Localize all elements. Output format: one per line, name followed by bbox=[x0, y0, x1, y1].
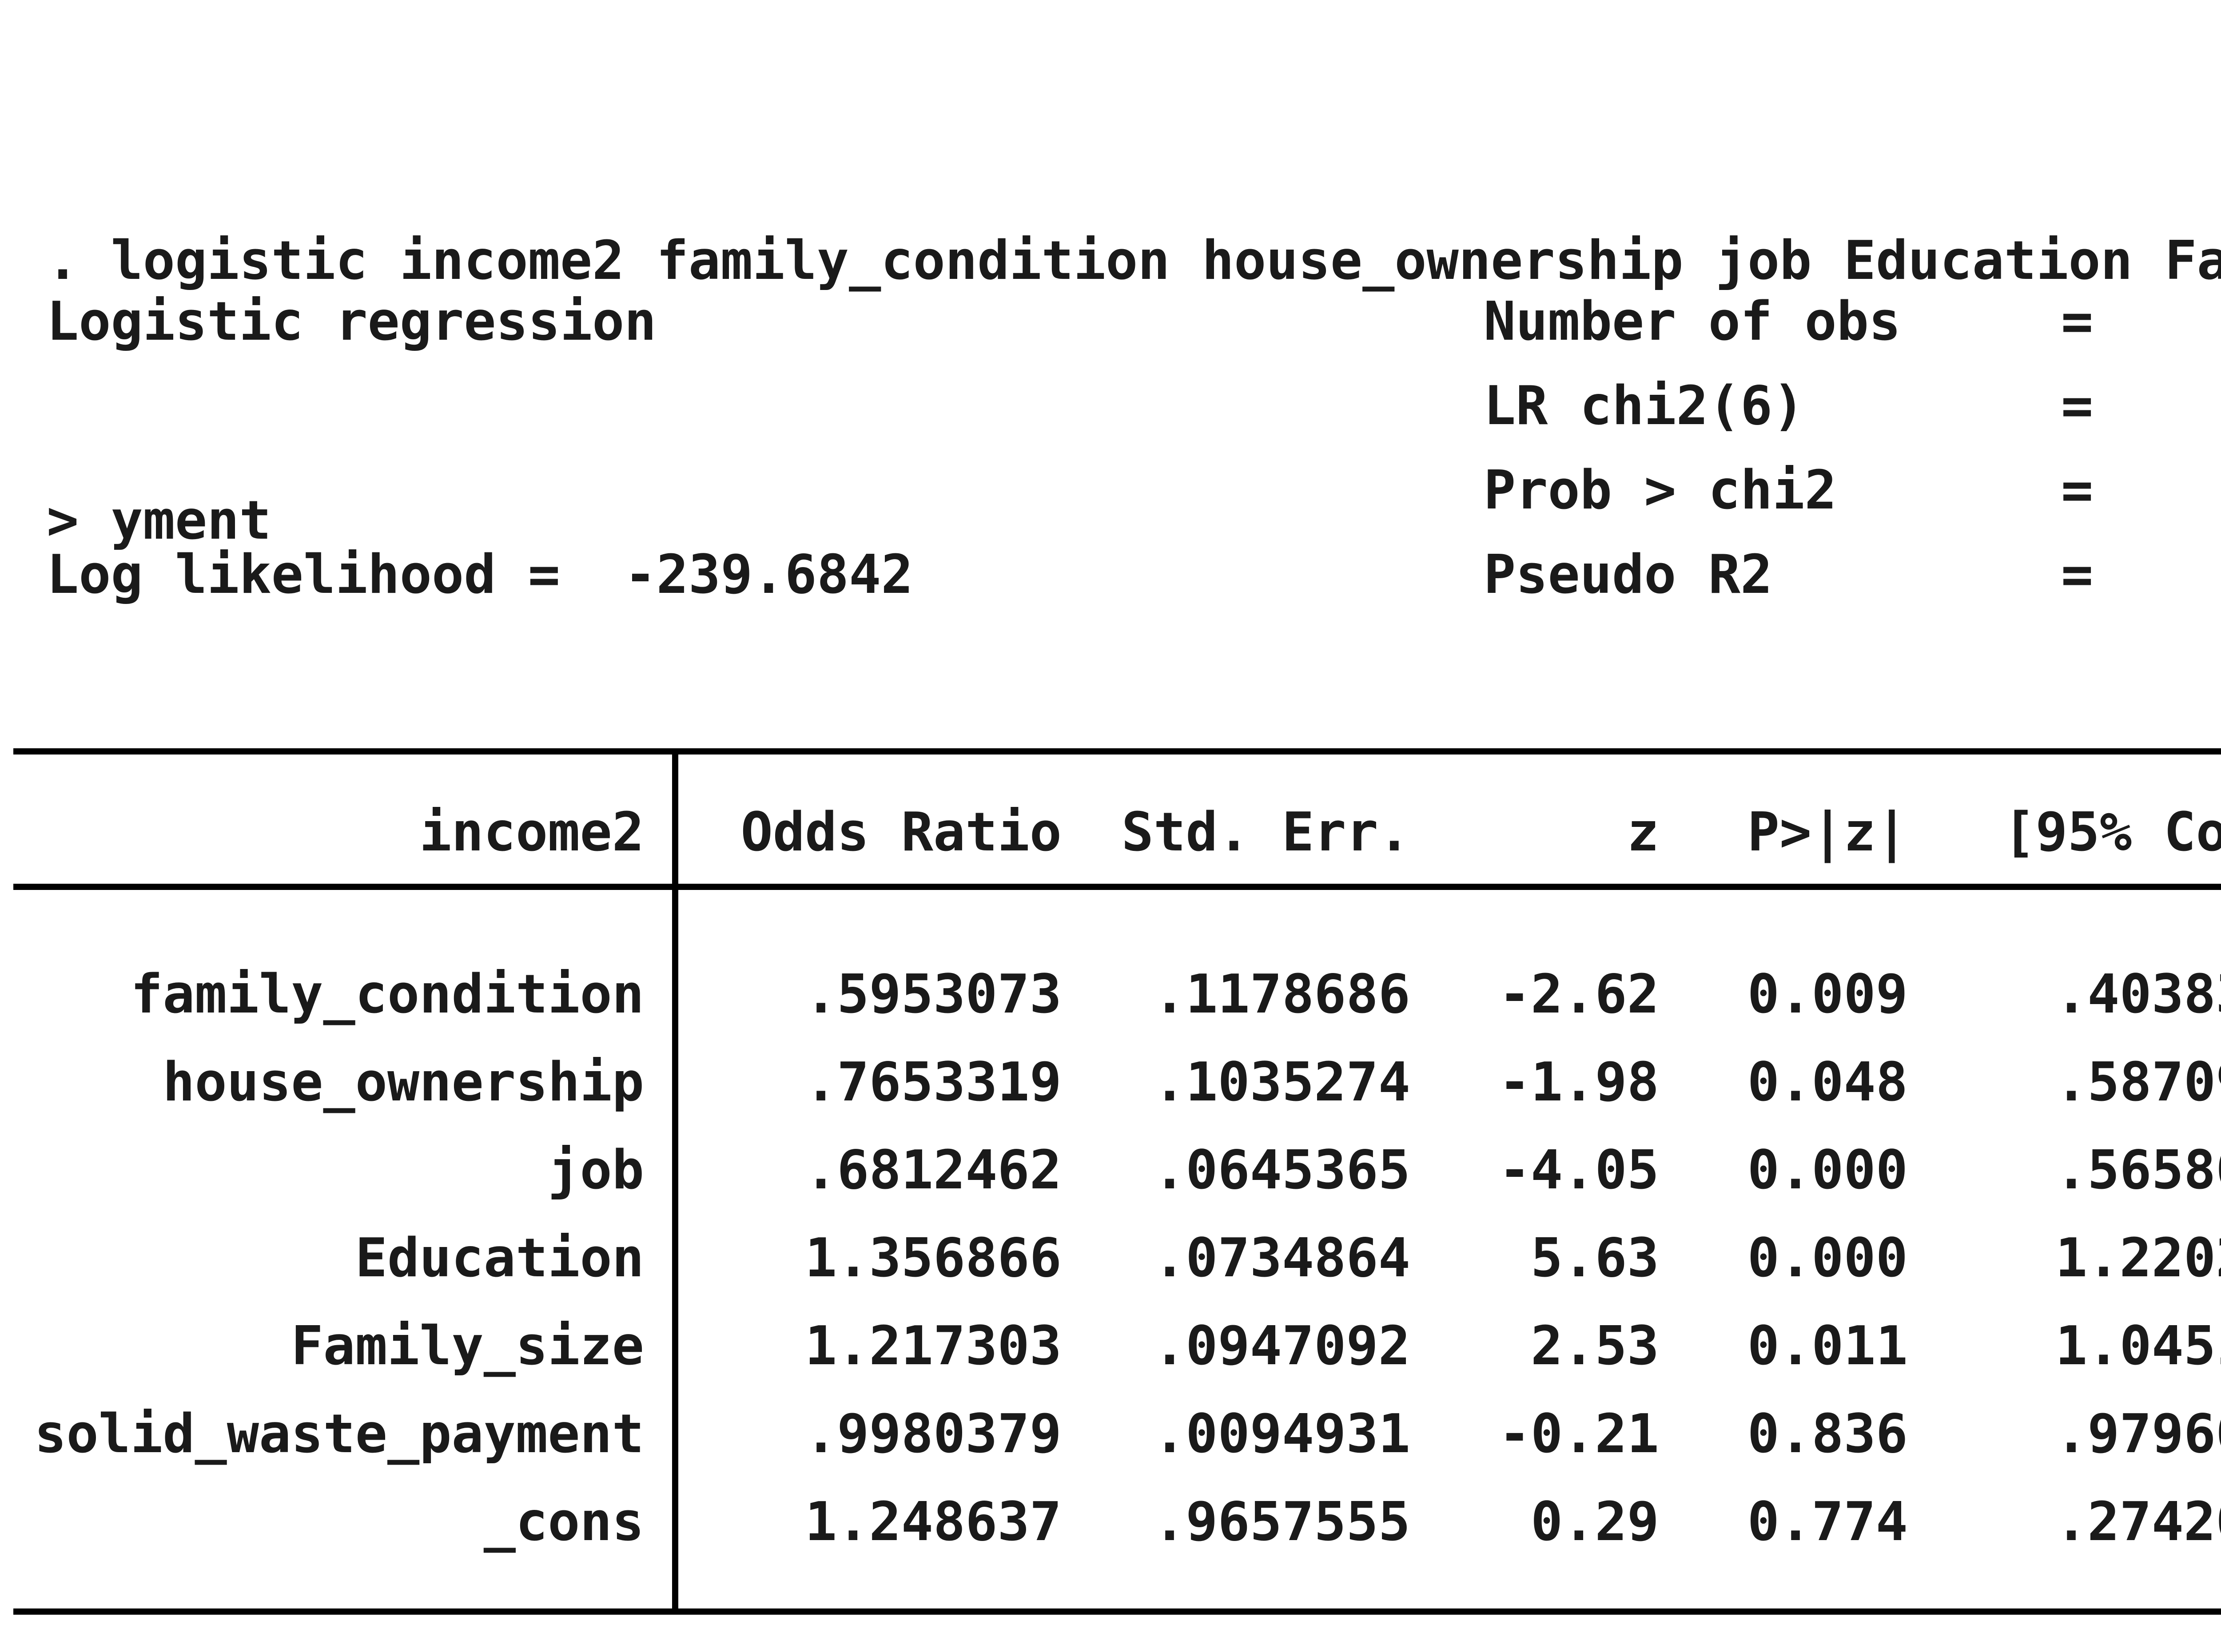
cell-ci-low: .9796042 bbox=[2055, 1403, 2221, 1465]
header-z: z bbox=[1627, 802, 1659, 863]
log-likelihood: Log likelihood = -239.6842 bbox=[47, 544, 913, 606]
cell-p-value: 0.009 bbox=[1747, 964, 1908, 1025]
row-label: job bbox=[548, 1140, 644, 1201]
column-gap bbox=[644, 1318, 675, 1375]
table-row-family-condition: family_condition .5953073 .1178686 -2.62 0.0… bbox=[13, 966, 2221, 1024]
table-vertical-divider bbox=[672, 748, 678, 1615]
column-gap bbox=[644, 1142, 675, 1199]
cell-std-err: .1178686 bbox=[1154, 964, 1410, 1025]
cell-z: -1.98 bbox=[1498, 1052, 1659, 1113]
row-label: _cons bbox=[483, 1491, 644, 1553]
stat-label: Number of obs bbox=[1484, 291, 1901, 353]
stat-value: 398 bbox=[2093, 291, 2221, 353]
column-gap bbox=[644, 966, 675, 1024]
cell-std-err: .9657555 bbox=[1154, 1491, 1410, 1553]
cell-p-value: 0.774 bbox=[1747, 1491, 1908, 1553]
cell-odds-ratio: .5953073 bbox=[805, 964, 1062, 1025]
cell-odds-ratio: 1.356866 bbox=[805, 1227, 1062, 1289]
cell-ci-low: 1.220216 bbox=[2055, 1227, 2221, 1289]
cell-z: 0.29 bbox=[1531, 1491, 1659, 1553]
cell-odds-ratio: .9980379 bbox=[805, 1403, 1062, 1465]
cell-ci-low: .4038374 bbox=[2055, 964, 2221, 1025]
command-line-1: . logistic income2 family_condition hous… bbox=[47, 230, 2221, 292]
cell-std-err: .0645365 bbox=[1154, 1140, 1410, 1201]
stat-equals: = bbox=[2061, 544, 2094, 606]
column-gap bbox=[644, 804, 675, 862]
cell-std-err: .0734864 bbox=[1154, 1227, 1410, 1289]
cell-odds-ratio: .6812462 bbox=[805, 1140, 1062, 1201]
table-header-row: income2 Odds Ratio Std. Err. z P>|z| [95% Con… bbox=[13, 804, 2221, 862]
stat-label: LR chi2(6) bbox=[1484, 375, 1805, 437]
cell-ci-low: .5658055 bbox=[2055, 1140, 2221, 1201]
cell-odds-ratio: 1.217303 bbox=[805, 1315, 1062, 1377]
table-top-rule bbox=[13, 748, 2221, 755]
column-gap bbox=[644, 1406, 675, 1463]
cell-odds-ratio: 1.248637 bbox=[805, 1491, 1062, 1553]
cell-z: 5.63 bbox=[1531, 1227, 1659, 1289]
header-std-err: Std. Err. bbox=[1121, 802, 1410, 863]
table-bottom-rule bbox=[13, 1608, 2221, 1615]
row-label: Education bbox=[355, 1227, 644, 1289]
cell-ci-low: .2742055 bbox=[2055, 1491, 2221, 1553]
column-gap bbox=[644, 1230, 675, 1287]
header-odds-ratio: Odds Ratio bbox=[740, 802, 1062, 863]
stat-value: 72.13 bbox=[2093, 375, 2221, 437]
cell-ci-low: .5870927 bbox=[2055, 1052, 2221, 1113]
cell-p-value: 0.048 bbox=[1747, 1052, 1908, 1113]
cell-p-value: 0.000 bbox=[1747, 1140, 1908, 1201]
cell-p-value: 0.011 bbox=[1747, 1315, 1908, 1377]
column-gap bbox=[644, 1493, 675, 1551]
stat-label: Prob > chi2 bbox=[1484, 460, 1837, 521]
table-row-job: job.6812462.0645365-4.050.000.5658055.82… bbox=[13, 1142, 2221, 1199]
cell-std-err: .0947092 bbox=[1154, 1315, 1410, 1377]
stat-equals: = bbox=[2061, 460, 2094, 521]
cell-ci-low: 1.045137 bbox=[2055, 1315, 2221, 1377]
table-header-rule bbox=[13, 884, 2221, 890]
stat-row-number-of-obs: Number of obs =398 bbox=[1484, 291, 2221, 353]
stat-value: 0.0000 bbox=[2093, 460, 2221, 521]
header-p-value: P>|z| bbox=[1747, 802, 1908, 863]
stat-row-prob-chi2: Prob > chi2 =0.0000 bbox=[1484, 460, 2221, 521]
stat-value: 0.1308 bbox=[2093, 544, 2221, 606]
row-label: family_condition bbox=[131, 964, 644, 1025]
table-row-education: Education 1.356866 .0734864 5.63 0.000 1.2202… bbox=[13, 1230, 2221, 1287]
table-row-solid-waste-payment: solid_waste_payment .9980379 .0094931 -0.21… bbox=[13, 1406, 2221, 1463]
cell-odds-ratio: .7653319 bbox=[805, 1052, 1062, 1113]
cell-p-value: 0.000 bbox=[1747, 1227, 1908, 1289]
stat-label: Pseudo R2 bbox=[1484, 544, 1773, 606]
table-row-cons: _cons1.248637.96575550.290.774.27420555.… bbox=[13, 1493, 2221, 1551]
model-title: Logistic regression bbox=[47, 291, 657, 353]
row-label: Family_size bbox=[291, 1315, 644, 1377]
cell-std-err: .0094931 bbox=[1154, 1403, 1410, 1465]
cell-z: 2.53 bbox=[1531, 1315, 1659, 1377]
cell-z: -4.05 bbox=[1498, 1140, 1659, 1201]
stat-equals: = bbox=[2061, 375, 2094, 437]
header-conf-interval: [95% Conf. Interval] bbox=[2003, 802, 2221, 863]
stat-row-lr-chi2: LR chi2(6) =72.13 bbox=[1484, 375, 2221, 437]
cell-std-err: .1035274 bbox=[1154, 1052, 1410, 1113]
stat-row-pseudo-r2: Pseudo R2 =0.1308 bbox=[1484, 544, 2221, 606]
table-row-house-ownership: house_ownership .7653319 .1035274 -1.98 0.04… bbox=[13, 1054, 2221, 1112]
row-label: house_ownership bbox=[163, 1052, 644, 1113]
command-echo: . logistic income2 family_condition hous… bbox=[47, 44, 2221, 737]
row-label: solid_waste_payment bbox=[34, 1403, 644, 1465]
table-row-family-size: Family_size 1.217303 .0947092 2.53 0.011 1.04… bbox=[13, 1318, 2221, 1375]
cell-p-value: 0.836 bbox=[1747, 1403, 1908, 1465]
cell-z: -2.62 bbox=[1498, 964, 1659, 1025]
column-gap bbox=[644, 1054, 675, 1112]
stat-equals: = bbox=[2061, 291, 2094, 353]
cell-z: -0.21 bbox=[1498, 1403, 1659, 1465]
command-line-2: > yment bbox=[47, 490, 271, 552]
header-depvar: income2 bbox=[419, 802, 644, 863]
